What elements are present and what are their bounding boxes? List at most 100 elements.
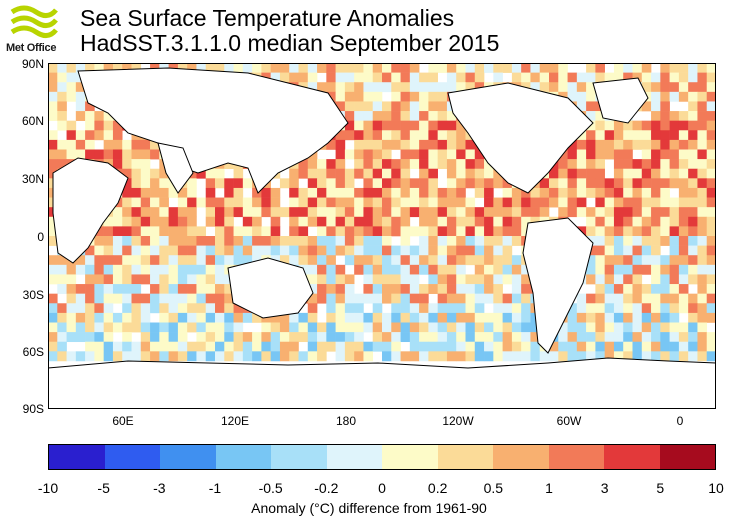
anomaly-cell	[140, 226, 151, 237]
anomaly-cell	[613, 197, 624, 208]
anomaly-cell	[409, 322, 420, 333]
anomaly-cell	[428, 82, 438, 93]
anomaly-cell	[382, 159, 392, 170]
anomaly-cell	[391, 274, 401, 285]
anomaly-cell	[437, 216, 448, 227]
anomaly-cell	[112, 293, 123, 304]
anomaly-cell	[660, 187, 670, 198]
anomaly-cell	[651, 159, 661, 170]
logo-waves-icon	[10, 5, 58, 38]
anomaly-cell	[57, 264, 67, 275]
anomaly-cell	[521, 207, 531, 218]
anomaly-cell	[623, 351, 633, 362]
anomaly-cell	[150, 207, 160, 218]
anomaly-cell	[456, 255, 466, 266]
colorbar-swatch	[548, 445, 604, 469]
anomaly-cell	[669, 63, 680, 73]
anomaly-cell	[576, 139, 587, 150]
anomaly-cell	[335, 236, 346, 246]
anomaly-cell	[558, 207, 568, 218]
anomaly-cell	[168, 322, 179, 333]
anomaly-cell	[261, 236, 271, 246]
anomaly-cell	[493, 341, 503, 352]
anomaly-cell	[502, 322, 513, 333]
anomaly-cell	[140, 264, 151, 275]
eurasia-landmass	[77, 67, 349, 194]
anomaly-cell	[437, 139, 448, 150]
anomaly-cell	[168, 245, 179, 256]
anomaly-cell	[317, 332, 327, 343]
anomaly-cell	[326, 312, 336, 323]
anomaly-cell	[57, 82, 67, 93]
anomaly-cell	[549, 63, 559, 73]
anomaly-cell	[428, 284, 438, 294]
anomaly-cell	[66, 82, 77, 93]
colorbar-swatch	[49, 445, 105, 469]
anomaly-cell	[502, 63, 513, 73]
anomaly-cell	[446, 216, 457, 227]
anomaly-cell	[326, 293, 336, 304]
anomaly-cell	[419, 207, 429, 218]
anomaly-cell	[94, 130, 104, 141]
anomaly-cell	[613, 351, 624, 362]
anomaly-cell	[224, 63, 234, 73]
anomaly-cell	[57, 332, 67, 343]
anomaly-cell	[150, 168, 160, 179]
anomaly-cell	[678, 351, 689, 362]
anomaly-cell	[632, 72, 643, 83]
anomaly-cell	[502, 236, 513, 246]
anomaly-cell	[558, 168, 568, 179]
anomaly-cell	[205, 341, 216, 352]
anomaly-cell	[576, 101, 587, 112]
anomaly-cell	[697, 216, 708, 227]
anomaly-cell	[409, 120, 420, 131]
anomaly-cell	[317, 216, 327, 227]
anomaly-cell	[122, 226, 132, 237]
anomaly-cell	[66, 149, 77, 160]
anomaly-cell	[595, 255, 605, 266]
anomaly-cell	[428, 332, 438, 343]
anomaly-cell	[502, 207, 513, 218]
colorbar-tick-label: -1	[208, 480, 222, 496]
colorbar-tick-label: -10	[37, 480, 59, 496]
anomaly-cell	[576, 197, 587, 208]
anomaly-cell	[252, 245, 262, 256]
anomaly-cell	[502, 341, 513, 352]
anomaly-cell	[558, 178, 568, 189]
anomaly-cell	[94, 111, 104, 121]
anomaly-cell	[279, 63, 290, 73]
anomaly-cell	[372, 120, 383, 131]
anomaly-cell	[363, 197, 374, 208]
anomaly-cell	[576, 187, 587, 198]
anomaly-cell	[678, 284, 689, 294]
anomaly-cell	[344, 101, 355, 112]
anomaly-cell	[391, 207, 401, 218]
anomaly-cell	[298, 226, 309, 237]
anomaly-cell	[446, 226, 457, 237]
anomaly-cell	[595, 274, 605, 285]
anomaly-cell	[112, 264, 123, 275]
anomaly-cell	[131, 216, 142, 227]
anomaly-cell	[335, 187, 346, 198]
anomaly-cell	[354, 91, 364, 102]
anomaly-cell	[317, 274, 327, 285]
anomaly-cell	[317, 255, 327, 266]
anomaly-cell	[641, 332, 652, 343]
anomaly-cell	[326, 216, 336, 227]
anomaly-cell	[419, 91, 429, 102]
anomaly-cell	[474, 322, 485, 333]
anomaly-cell	[57, 351, 67, 362]
anomaly-cell	[623, 159, 633, 170]
anomaly-cell	[224, 332, 234, 343]
anomaly-cell	[511, 197, 522, 208]
anomaly-cell	[586, 82, 596, 93]
anomaly-cell	[307, 351, 318, 362]
anomaly-cell	[196, 226, 207, 237]
anomaly-cell	[511, 216, 522, 227]
anomaly-cell	[354, 72, 364, 83]
anomaly-cell	[298, 236, 309, 246]
anomaly-cell	[576, 332, 587, 343]
anomaly-cell	[233, 303, 244, 314]
anomaly-cell	[391, 332, 401, 343]
anomaly-cell	[215, 303, 225, 314]
